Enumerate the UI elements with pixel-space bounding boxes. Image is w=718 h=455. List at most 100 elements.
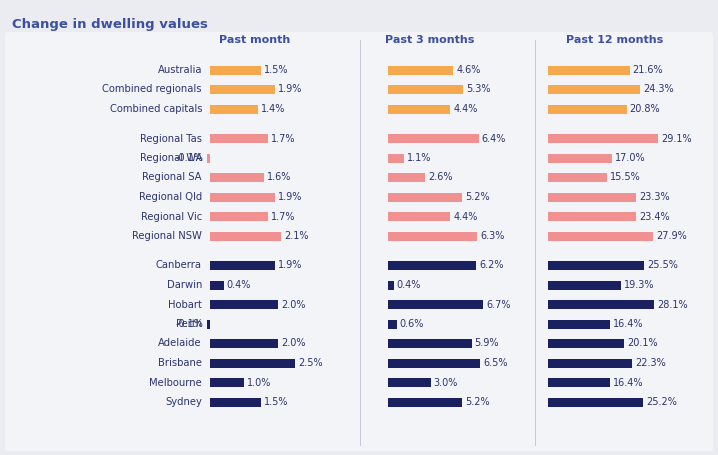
Bar: [210, 232, 281, 241]
Bar: [548, 153, 612, 162]
Bar: [548, 319, 610, 329]
Text: 1.7%: 1.7%: [271, 212, 295, 222]
Text: 2.6%: 2.6%: [428, 172, 452, 182]
Text: Adelaide: Adelaide: [159, 339, 202, 349]
Text: 20.1%: 20.1%: [627, 339, 658, 349]
Text: 23.3%: 23.3%: [639, 192, 670, 202]
Text: 2.5%: 2.5%: [298, 358, 322, 368]
Bar: [548, 300, 654, 309]
FancyBboxPatch shape: [5, 32, 713, 451]
Text: 6.5%: 6.5%: [483, 358, 508, 368]
Text: 21.6%: 21.6%: [633, 65, 663, 75]
Bar: [548, 280, 621, 289]
Bar: [388, 66, 453, 75]
Bar: [548, 212, 636, 221]
Text: Past month: Past month: [220, 35, 291, 45]
Bar: [388, 232, 477, 241]
Bar: [388, 300, 483, 309]
Text: Combined capitals: Combined capitals: [110, 104, 202, 114]
Text: 1.6%: 1.6%: [267, 172, 292, 182]
Text: 6.4%: 6.4%: [482, 133, 506, 143]
Text: Sydney: Sydney: [165, 397, 202, 407]
Bar: [210, 66, 261, 75]
Text: Regional Qld: Regional Qld: [139, 192, 202, 202]
Bar: [548, 359, 633, 368]
Bar: [388, 339, 472, 348]
Text: Past 3 months: Past 3 months: [386, 35, 475, 45]
Bar: [548, 232, 653, 241]
Text: 23.4%: 23.4%: [640, 212, 670, 222]
Text: 16.4%: 16.4%: [613, 378, 643, 388]
Text: Change in dwelling values: Change in dwelling values: [12, 18, 208, 31]
Text: 3.0%: 3.0%: [434, 378, 458, 388]
Text: 1.9%: 1.9%: [278, 85, 302, 95]
Bar: [210, 134, 268, 143]
Text: 1.5%: 1.5%: [264, 65, 289, 75]
Bar: [388, 280, 393, 289]
Text: Australia: Australia: [157, 65, 202, 75]
Bar: [388, 319, 396, 329]
Bar: [210, 173, 264, 182]
Bar: [388, 261, 476, 270]
Bar: [210, 105, 258, 113]
Bar: [210, 212, 268, 221]
Bar: [210, 398, 261, 406]
Bar: [210, 339, 278, 348]
Bar: [207, 319, 210, 329]
Text: Regional WA: Regional WA: [139, 153, 202, 163]
Bar: [210, 280, 223, 289]
Bar: [210, 85, 274, 94]
Bar: [388, 212, 450, 221]
Text: 24.3%: 24.3%: [643, 85, 673, 95]
Text: 1.0%: 1.0%: [247, 378, 271, 388]
Text: 1.9%: 1.9%: [278, 192, 302, 202]
Bar: [388, 378, 431, 387]
Text: -0.1%: -0.1%: [176, 319, 204, 329]
Text: Brisbane: Brisbane: [158, 358, 202, 368]
Text: Regional Tas: Regional Tas: [140, 133, 202, 143]
Bar: [388, 153, 404, 162]
Text: Hobart: Hobart: [168, 299, 202, 309]
Text: Regional NSW: Regional NSW: [132, 231, 202, 241]
Text: 6.7%: 6.7%: [486, 299, 510, 309]
Text: Regional Vic: Regional Vic: [141, 212, 202, 222]
Bar: [548, 192, 636, 202]
Bar: [210, 300, 278, 309]
Text: Canberra: Canberra: [156, 261, 202, 271]
Text: 17.0%: 17.0%: [615, 153, 646, 163]
Text: 6.3%: 6.3%: [480, 231, 505, 241]
Text: 4.4%: 4.4%: [453, 212, 477, 222]
Text: 25.5%: 25.5%: [648, 261, 679, 271]
Text: 2.1%: 2.1%: [284, 231, 309, 241]
Text: 0.4%: 0.4%: [227, 280, 251, 290]
Bar: [548, 261, 644, 270]
Text: 2.0%: 2.0%: [281, 339, 305, 349]
Bar: [388, 359, 480, 368]
Text: 0.6%: 0.6%: [399, 319, 424, 329]
Bar: [548, 398, 643, 406]
Text: 16.4%: 16.4%: [613, 319, 643, 329]
Text: 27.9%: 27.9%: [656, 231, 687, 241]
Bar: [388, 173, 425, 182]
Bar: [210, 261, 274, 270]
Bar: [548, 173, 607, 182]
Text: Melbourne: Melbourne: [149, 378, 202, 388]
Text: 1.4%: 1.4%: [261, 104, 285, 114]
Text: Regional SA: Regional SA: [142, 172, 202, 182]
Text: Past 12 months: Past 12 months: [567, 35, 663, 45]
Bar: [388, 105, 450, 113]
Text: 5.2%: 5.2%: [465, 192, 490, 202]
Text: Darwin: Darwin: [167, 280, 202, 290]
Bar: [548, 378, 610, 387]
Text: 2.0%: 2.0%: [281, 299, 305, 309]
Text: 20.8%: 20.8%: [630, 104, 661, 114]
Text: Perth: Perth: [176, 319, 202, 329]
Bar: [388, 192, 462, 202]
Text: 25.2%: 25.2%: [646, 397, 677, 407]
Text: 1.1%: 1.1%: [406, 153, 431, 163]
Bar: [210, 359, 295, 368]
Text: 29.1%: 29.1%: [661, 133, 691, 143]
Bar: [210, 378, 244, 387]
Text: 0.4%: 0.4%: [396, 280, 421, 290]
Text: 15.5%: 15.5%: [610, 172, 640, 182]
